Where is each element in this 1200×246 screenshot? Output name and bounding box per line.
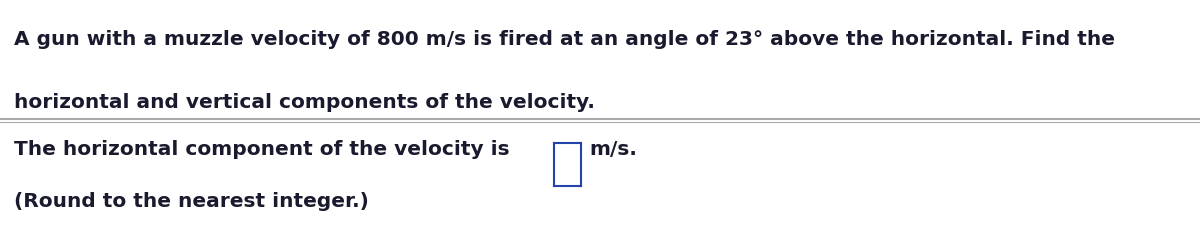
- Text: The horizontal component of the velocity is: The horizontal component of the velocity…: [14, 140, 510, 159]
- Text: horizontal and vertical components of the velocity.: horizontal and vertical components of th…: [14, 93, 595, 112]
- Text: (Round to the nearest integer.): (Round to the nearest integer.): [14, 192, 370, 211]
- Text: A gun with a muzzle velocity of 800 m/s is fired at an angle of 23° above the ho: A gun with a muzzle velocity of 800 m/s …: [14, 30, 1116, 48]
- Text: m/s.: m/s.: [589, 140, 637, 159]
